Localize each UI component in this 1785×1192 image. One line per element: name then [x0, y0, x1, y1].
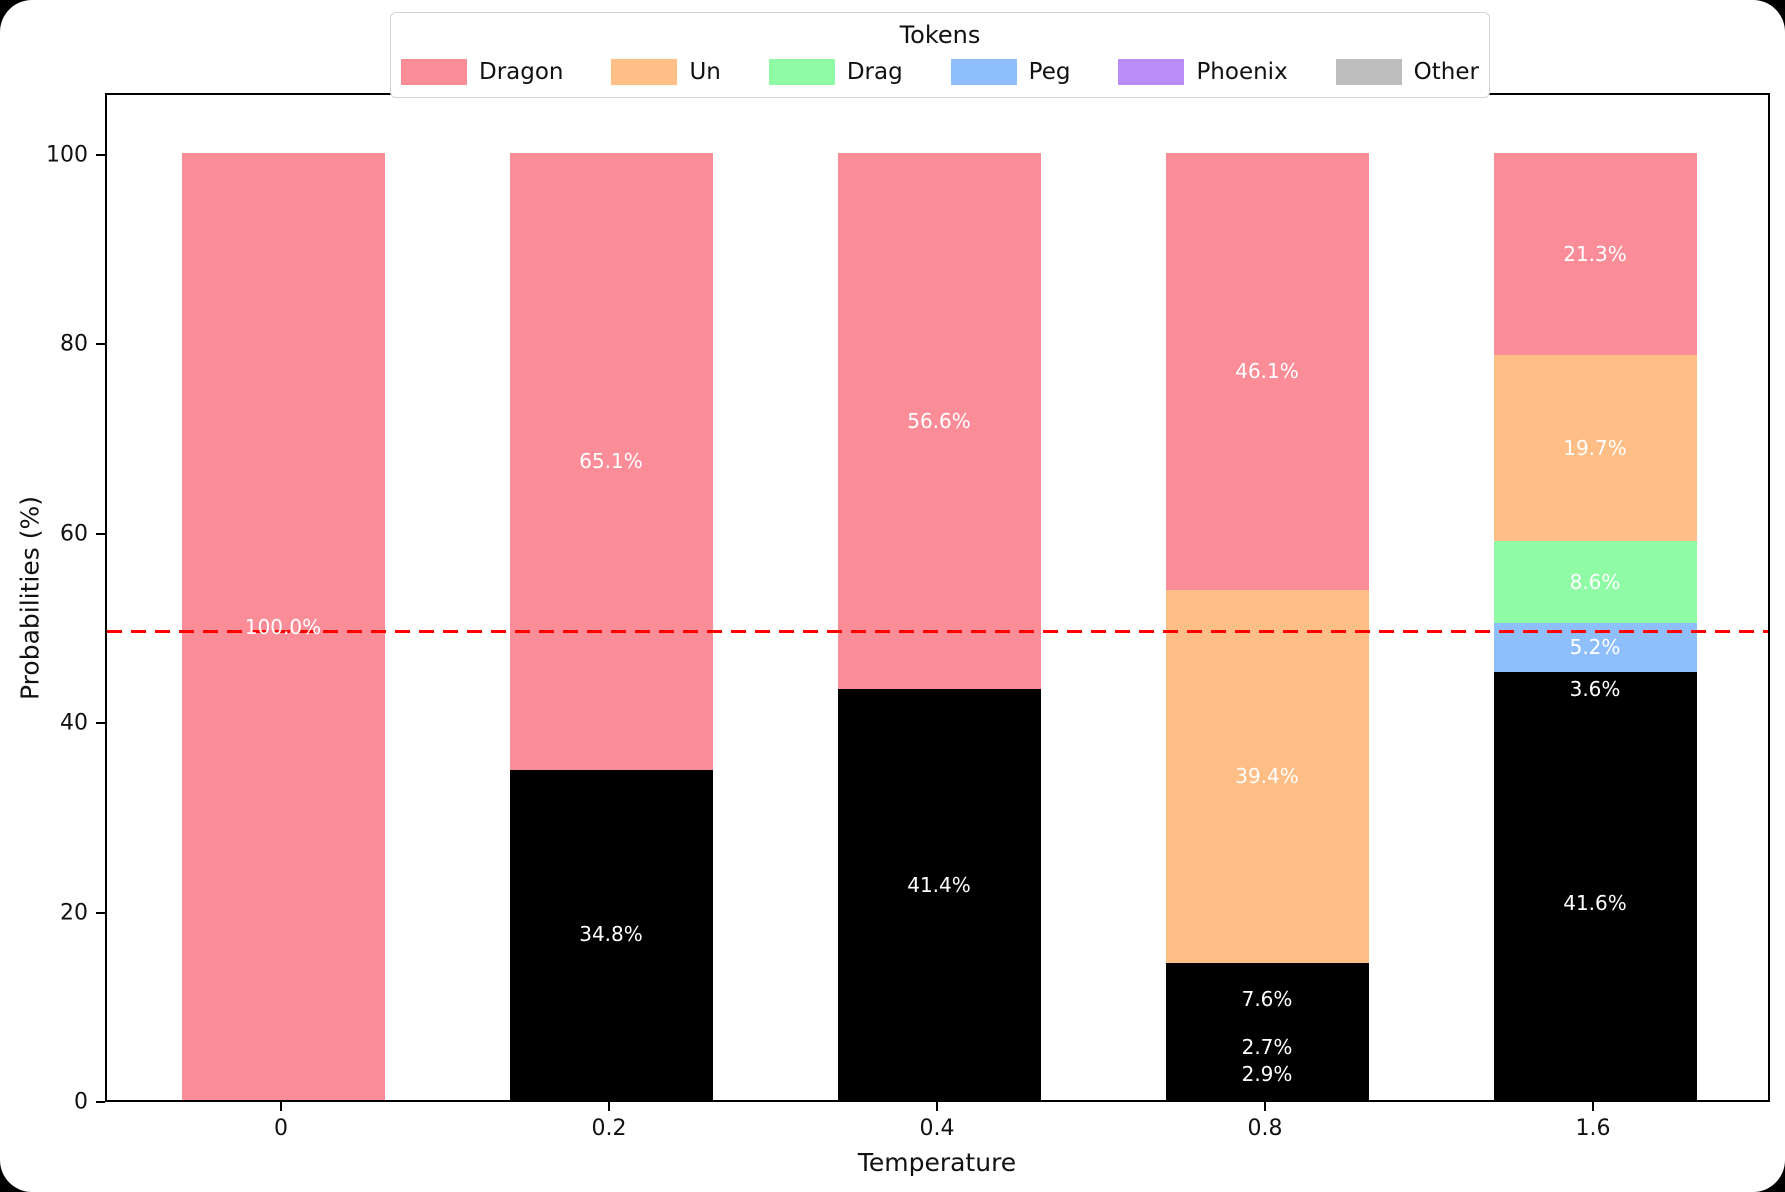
- segment-percent-label: 7.6%: [1241, 986, 1293, 1011]
- bar-segment: 100.0%: [181, 153, 385, 1100]
- legend-title: Tokens: [899, 21, 981, 49]
- y-tick-mark: [96, 154, 105, 156]
- bar-segment: 56.6%: [837, 153, 1041, 690]
- legend-swatch-phoenix: [1118, 59, 1185, 85]
- bar-segment: 2.9%: [1165, 1060, 1369, 1088]
- legend-box: Tokens Dragon Un Drag Peg Phoenix Other: [390, 12, 1490, 98]
- legend-entry-other: Other: [1335, 59, 1479, 85]
- legend-label: Drag: [846, 59, 903, 85]
- segment-percent-label: 56.6%: [907, 409, 971, 434]
- segment-percent-label: 34.8%: [579, 922, 643, 947]
- stacked-bar-temperature-0: 100.0%: [181, 153, 385, 1100]
- bar-segment: 2.7%: [1165, 1034, 1369, 1061]
- reference-line-50pct: [107, 629, 1768, 633]
- y-tick-label-20: 20: [60, 900, 88, 926]
- bar-segment: 46.1%: [1165, 153, 1369, 590]
- bar-segment: 65.1%: [509, 153, 713, 770]
- y-tick-label-80: 80: [60, 331, 88, 357]
- legend-label: Phoenix: [1196, 59, 1288, 85]
- x-tick-mark: [1264, 1102, 1266, 1111]
- legend-label: Other: [1413, 59, 1479, 85]
- legend-entry-un: Un: [611, 59, 721, 85]
- segment-percent-label: 2.7%: [1241, 1035, 1293, 1060]
- y-tick-mark: [96, 722, 105, 725]
- bar-segment: [1165, 1087, 1369, 1100]
- segment-percent-label: 8.6%: [1569, 570, 1621, 595]
- legend-entry-drag: Drag: [768, 59, 903, 85]
- y-tick-mark: [96, 343, 105, 346]
- segment-percent-label: 19.7%: [1563, 436, 1627, 461]
- segment-percent-label: 100.0%: [244, 614, 322, 639]
- y-axis-label: Probabilities (%): [15, 496, 45, 700]
- y-tick-mark: [96, 1101, 105, 1103]
- bar-segment: 8.6%: [1493, 541, 1697, 623]
- bar-segment: 41.6%: [1493, 706, 1697, 1100]
- legend-entry-phoenix: Phoenix: [1118, 59, 1288, 85]
- x-tick-label-1.6: 1.6: [1575, 1116, 1611, 1141]
- bar-segment: [837, 1081, 1041, 1100]
- segment-percent-label: 41.4%: [907, 873, 971, 898]
- y-tick-label-100: 100: [46, 142, 88, 168]
- x-tick-mark: [1592, 1102, 1594, 1111]
- y-tick-label-0: 0: [74, 1089, 88, 1115]
- y-tick-label-60: 60: [60, 521, 88, 547]
- x-tick-label-0.2: 0.2: [591, 1116, 627, 1141]
- segment-percent-label: 39.4%: [1235, 764, 1299, 789]
- segment-percent-label: 2.9%: [1241, 1061, 1293, 1086]
- x-tick-label-0.4: 0.4: [919, 1116, 955, 1141]
- stacked-bar-temperature-0.4: 41.4% 56.6%: [837, 153, 1041, 1100]
- y-tick-label-40: 40: [60, 710, 88, 736]
- legend-swatch-dragon: [401, 59, 467, 85]
- legend-label: Un: [689, 59, 721, 85]
- x-tick-label-0: 0: [274, 1116, 288, 1141]
- stacked-bar-temperature-1.6: 41.6% 3.6% 5.2% 8.6% 19.7% 21.3%: [1493, 153, 1697, 1100]
- x-tick-mark: [608, 1102, 610, 1111]
- bar-segment: 34.8%: [509, 769, 713, 1100]
- x-axis-label: Temperature: [857, 1148, 1017, 1177]
- legend-items: Dragon Un Drag Peg Phoenix Other: [401, 59, 1479, 85]
- segment-percent-label: 65.1%: [579, 449, 643, 474]
- bar-segment: 3.6%: [1493, 671, 1697, 707]
- legend-swatch-un: [611, 59, 678, 85]
- legend-label: Dragon: [479, 59, 564, 85]
- segment-percent-label: 21.3%: [1563, 241, 1627, 266]
- segment-percent-label: 3.6%: [1569, 677, 1621, 702]
- stacked-bar-temperature-0.2: 34.8% 65.1%: [509, 153, 713, 1100]
- legend-swatch-peg: [950, 59, 1017, 85]
- legend-label: Peg: [1028, 59, 1071, 85]
- plot-area: 100.0% 34.8% 65.1% 41.4% 56.6% 2.9% 2.7% 7.6% 39…: [105, 93, 1770, 1102]
- x-tick-mark: [280, 1102, 282, 1111]
- x-tick-mark: [936, 1102, 938, 1111]
- bar-segment: [509, 1099, 713, 1100]
- segment-percent-label: 41.6%: [1563, 891, 1627, 916]
- bar-segment: 21.3%: [1493, 153, 1697, 355]
- y-tick-mark: [96, 532, 105, 535]
- legend-swatch-drag: [768, 59, 835, 85]
- legend-entry-dragon: Dragon: [401, 59, 564, 85]
- x-tick-label-0.8: 0.8: [1247, 1116, 1283, 1141]
- y-tick-mark: [96, 911, 105, 914]
- bar-segment: 7.6%: [1165, 962, 1369, 1035]
- segment-percent-label: 5.2%: [1569, 635, 1621, 660]
- legend-entry-peg: Peg: [950, 59, 1071, 85]
- stacked-bar-temperature-0.8: 2.9% 2.7% 7.6% 39.4% 46.1%: [1165, 153, 1369, 1100]
- bar-segment: 39.4%: [1165, 589, 1369, 963]
- bar-segment: 41.4%: [837, 689, 1041, 1082]
- bar-segment: 19.7%: [1493, 354, 1697, 542]
- legend-swatch-other: [1335, 59, 1402, 85]
- segment-percent-label: 46.1%: [1235, 359, 1299, 384]
